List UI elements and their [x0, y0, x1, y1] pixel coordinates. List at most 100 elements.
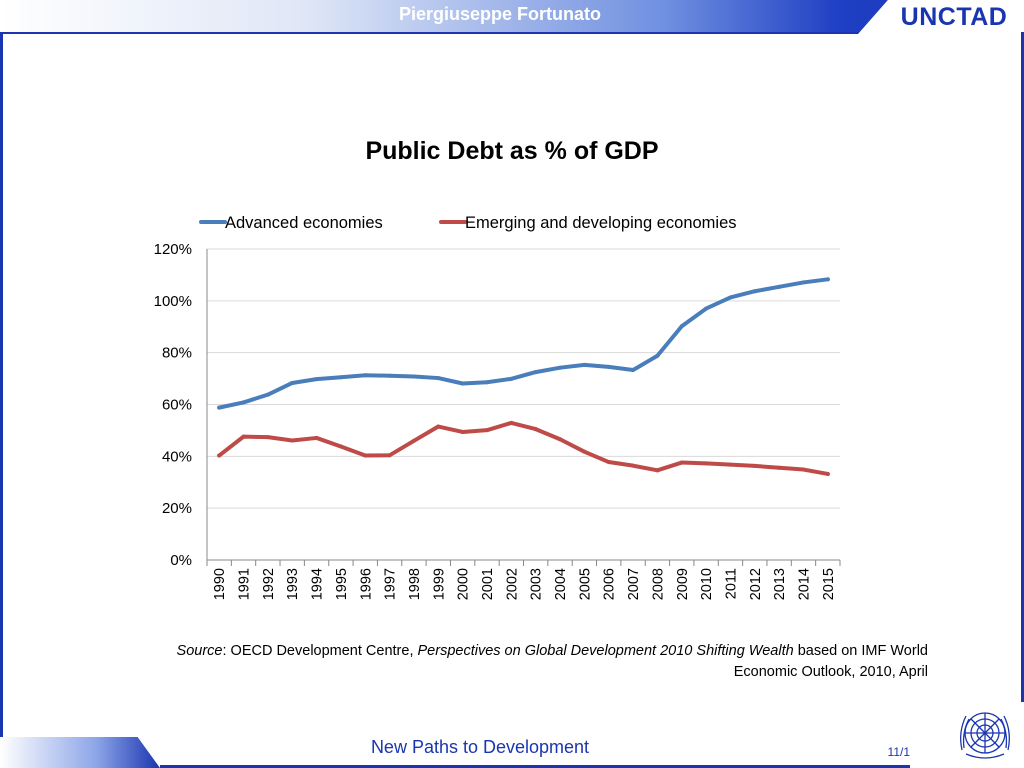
- data-point-2: [265, 435, 270, 440]
- data-point-2: [558, 437, 563, 442]
- data-point-1: [290, 380, 295, 385]
- x-tick-label: 2006: [602, 568, 618, 600]
- data-point-1: [679, 324, 684, 329]
- data-point-2: [728, 462, 733, 467]
- data-point-2: [509, 420, 514, 425]
- data-point-2: [655, 468, 660, 473]
- series-line-2: [217, 420, 830, 476]
- data-point-2: [436, 424, 441, 429]
- data-point-2: [314, 435, 319, 440]
- data-point-2: [631, 463, 636, 468]
- x-tick-label: 2000: [456, 568, 472, 600]
- source-label: Source: [176, 643, 223, 659]
- x-tick-label: 2001: [480, 568, 496, 600]
- x-tick-label: 2008: [650, 568, 666, 600]
- data-point-2: [460, 429, 465, 434]
- data-point-2: [241, 434, 246, 439]
- data-point-2: [582, 449, 587, 454]
- data-point-1: [606, 364, 611, 369]
- un-emblem-icon: [960, 712, 1010, 759]
- data-point-1: [436, 376, 441, 381]
- data-point-1: [509, 376, 514, 381]
- data-point-1: [217, 405, 222, 410]
- data-point-2: [217, 453, 222, 458]
- x-tick-label: 2003: [529, 568, 545, 600]
- data-point-1: [631, 368, 636, 373]
- chart-title: Public Debt as % of GDP: [365, 137, 659, 165]
- x-tick-label: 1990: [212, 568, 228, 600]
- footer-band: [0, 737, 160, 768]
- data-point-2: [679, 460, 684, 465]
- x-tick-label: 1998: [407, 568, 423, 600]
- data-point-1: [558, 365, 563, 370]
- data-point-2: [777, 465, 782, 470]
- data-point-1: [655, 353, 660, 358]
- header-divider: [0, 32, 1024, 34]
- source-publication: Perspectives on Global Development 2010 …: [417, 643, 794, 659]
- data-point-1: [801, 280, 806, 285]
- x-tick-label: 1993: [285, 568, 301, 600]
- x-tick-label: 1994: [310, 568, 326, 600]
- source-text-1: : OECD Development Centre,: [222, 643, 418, 659]
- x-tick-label: 2005: [577, 568, 593, 600]
- x-tick-label: 1997: [383, 568, 399, 600]
- data-point-1: [411, 374, 416, 379]
- data-point-1: [363, 373, 368, 378]
- logo-background: [858, 0, 1024, 34]
- left-frame-line: [0, 32, 3, 737]
- data-point-1: [241, 400, 246, 405]
- data-point-1: [728, 295, 733, 300]
- y-tick-label: 0%: [170, 552, 192, 569]
- data-point-1: [752, 289, 757, 294]
- footer-divider: [160, 765, 910, 768]
- data-point-2: [801, 467, 806, 472]
- x-tick-label: 2009: [675, 568, 691, 600]
- data-point-2: [411, 438, 416, 443]
- data-point-1: [314, 377, 319, 382]
- data-point-1: [582, 362, 587, 367]
- data-point-1: [484, 380, 489, 385]
- y-tick-label: 120%: [154, 241, 192, 258]
- data-point-1: [460, 381, 465, 386]
- y-tick-label: 80%: [162, 345, 192, 362]
- legend-label-2: Emerging and developing economies: [465, 214, 737, 232]
- data-point-1: [533, 370, 538, 375]
- data-point-2: [606, 460, 611, 465]
- data-point-1: [704, 306, 709, 311]
- x-tick-label: 2013: [772, 568, 788, 600]
- header-bar: [0, 0, 1024, 32]
- x-tick-label: 1999: [431, 568, 447, 600]
- data-point-1: [825, 277, 830, 282]
- y-tick-label: 100%: [154, 293, 192, 310]
- data-point-2: [338, 444, 343, 449]
- data-point-1: [777, 284, 782, 289]
- legend-label-1: Advanced economies: [225, 214, 383, 232]
- data-point-1: [338, 375, 343, 380]
- x-tick-label: 2004: [553, 568, 569, 600]
- data-point-2: [363, 453, 368, 458]
- line-chart: 0% 20% 40% 60% 80% 100% 120% 1990 1991 1992 1993 19…: [154, 214, 841, 600]
- y-tick-label: 60%: [162, 397, 192, 414]
- data-point-2: [387, 453, 392, 458]
- x-tick-label: 1992: [261, 568, 277, 600]
- x-tick-label: 2010: [699, 568, 715, 600]
- data-point-1: [265, 392, 270, 397]
- footer-title: New Paths to Development: [370, 737, 590, 757]
- data-point-2: [484, 428, 489, 433]
- page-number: 11/1: [887, 745, 910, 759]
- right-frame-line: [1021, 32, 1024, 702]
- data-point-2: [704, 461, 709, 466]
- x-tick-label: 2007: [626, 568, 642, 600]
- presenter-name: Piergiuseppe Fortunato: [398, 4, 602, 24]
- y-tick-label: 20%: [162, 500, 192, 517]
- data-point-2: [533, 427, 538, 432]
- data-point-2: [290, 438, 295, 443]
- x-tick-label: 2015: [821, 568, 837, 600]
- data-point-1: [387, 373, 392, 378]
- source-note: Source: OECD Development Centre, Perspec…: [140, 641, 928, 683]
- y-tick-label: 40%: [162, 448, 192, 465]
- unctad-logo: UNCTAD: [900, 3, 1008, 31]
- source-text-2: based on IMF World Economic Outlook, 201…: [733, 643, 928, 680]
- x-tick-label: 1991: [237, 568, 253, 600]
- x-tick-label: 2011: [723, 568, 739, 599]
